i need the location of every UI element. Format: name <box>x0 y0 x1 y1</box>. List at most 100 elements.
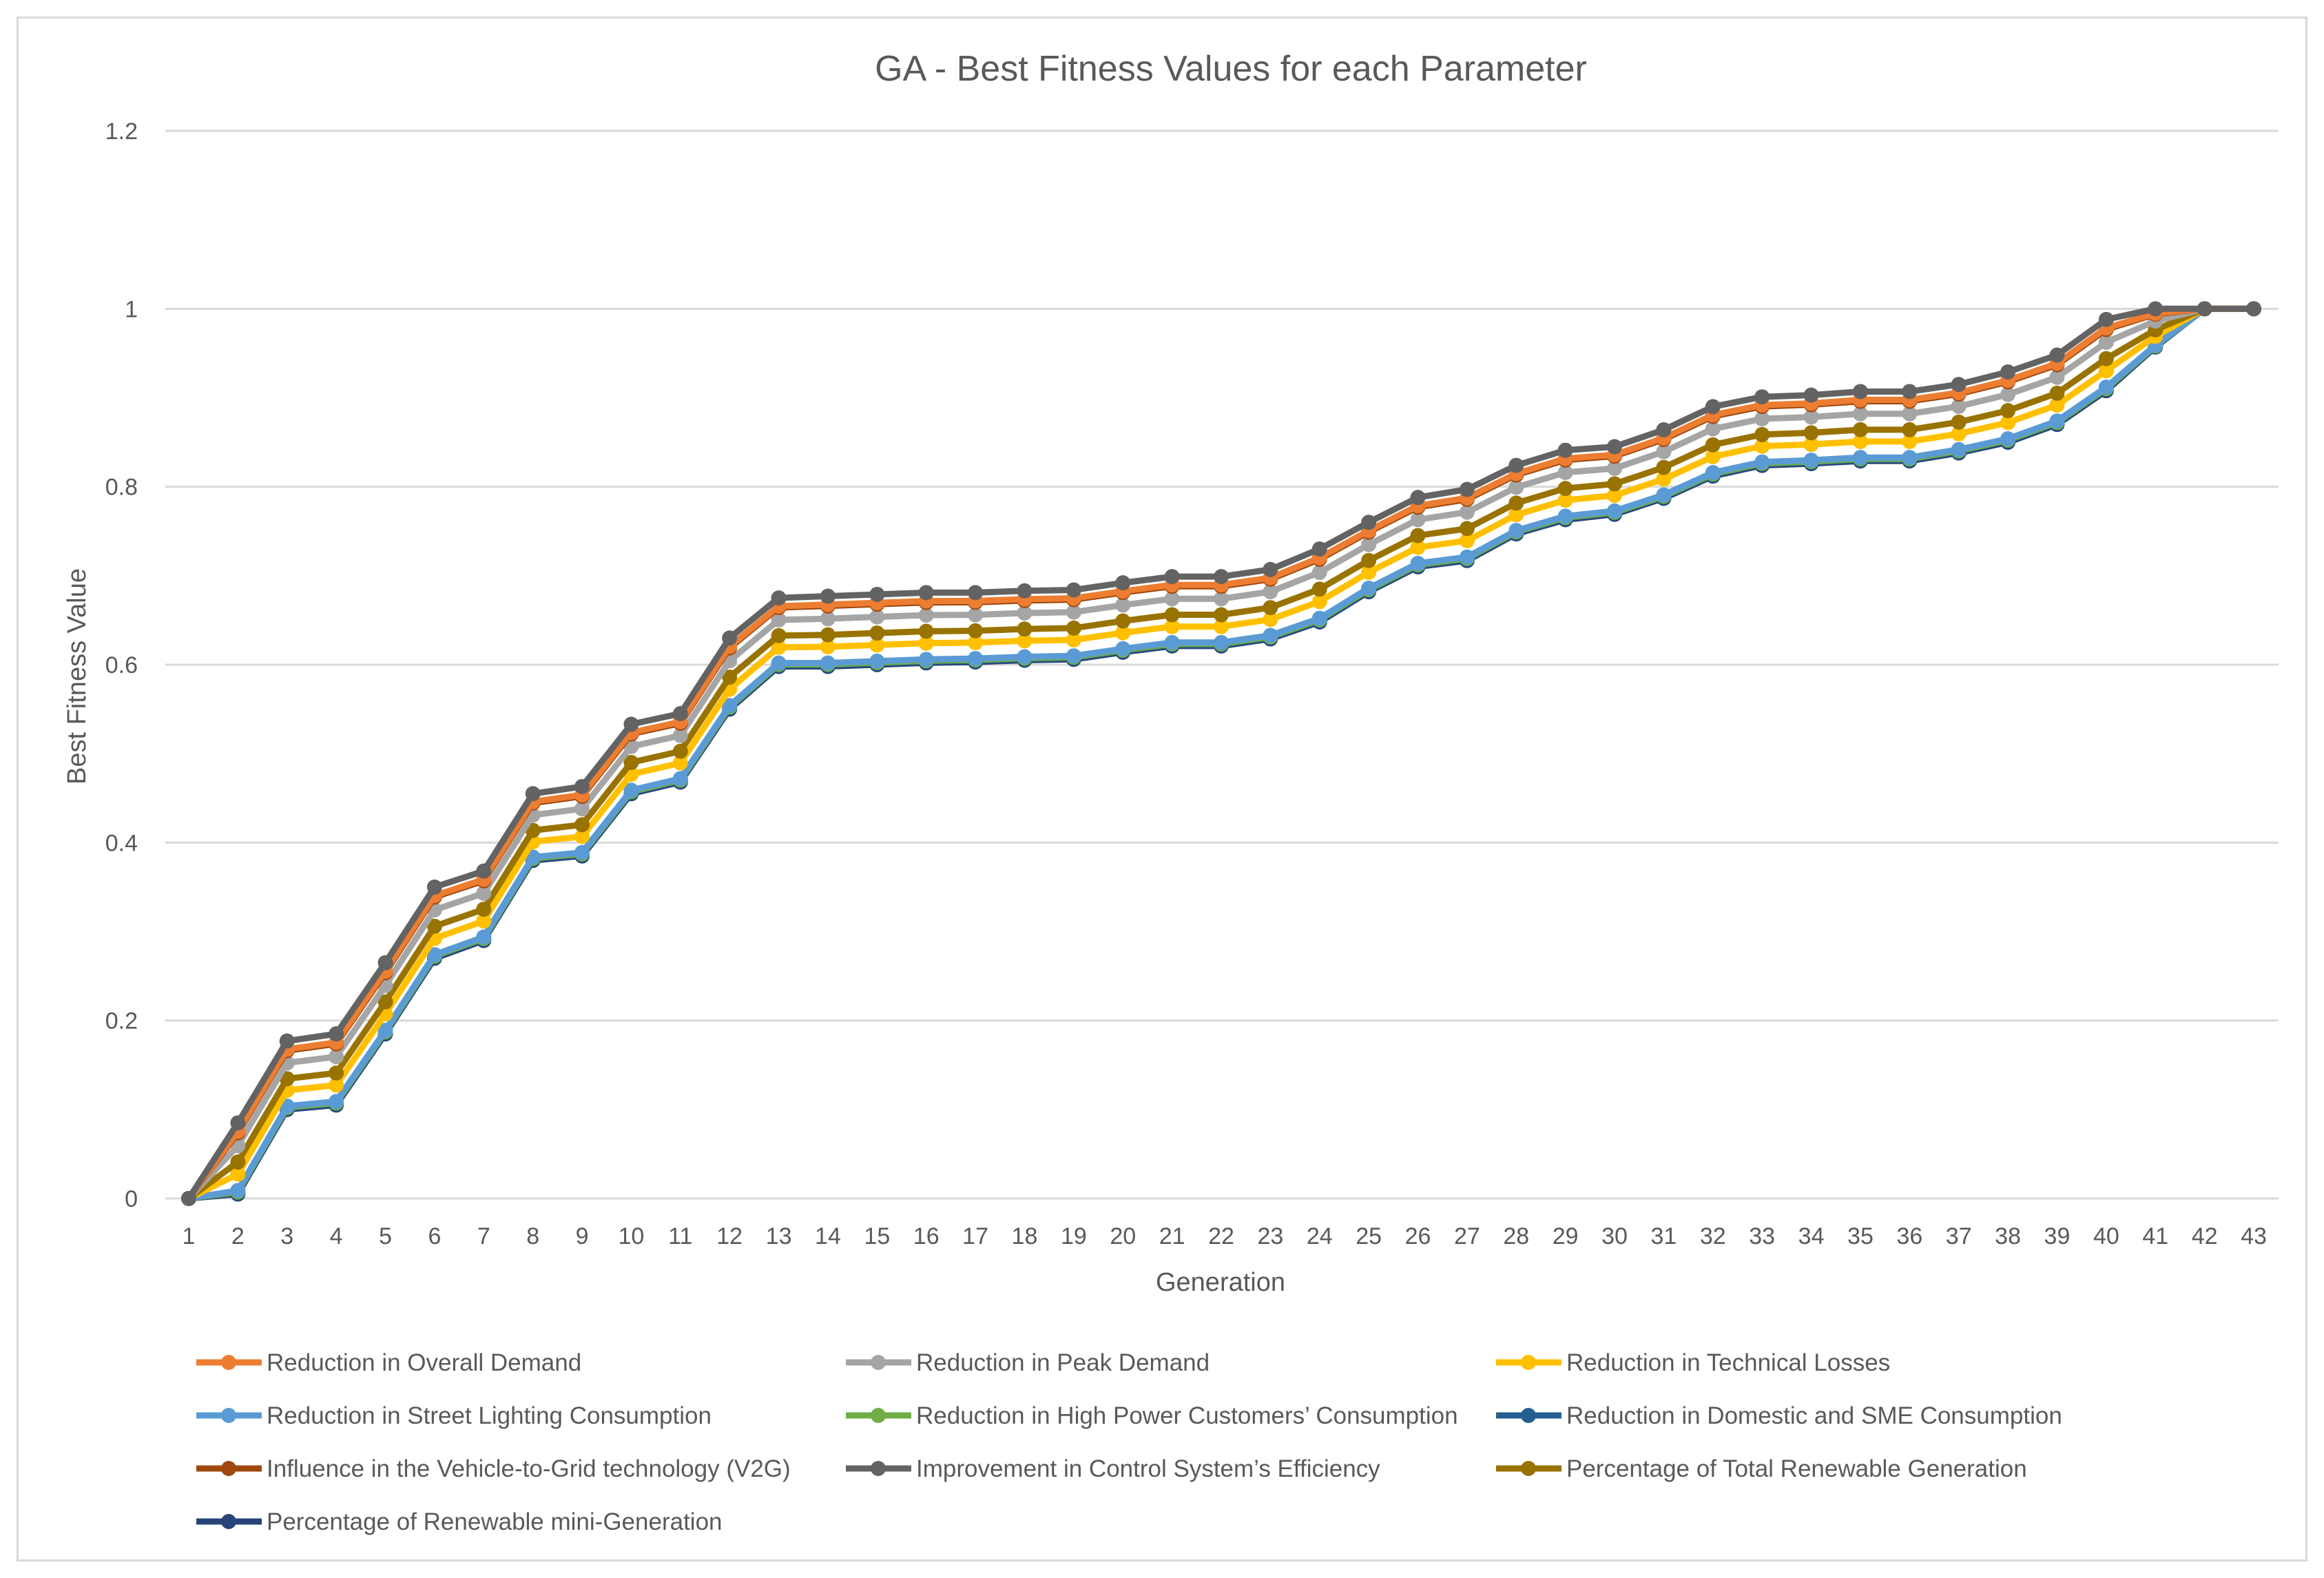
data-point <box>869 637 885 653</box>
data-point <box>1410 539 1426 555</box>
data-point <box>426 947 442 963</box>
chart-frame <box>17 17 2307 1561</box>
data-point <box>1410 490 1426 506</box>
y-tick-label: 0.8 <box>105 475 138 501</box>
x-tick-label: 10 <box>619 1223 645 1249</box>
x-tick-label: 20 <box>1110 1223 1136 1249</box>
x-tick-label: 30 <box>1601 1223 1628 1249</box>
data-point <box>1557 481 1573 497</box>
data-point <box>722 669 738 685</box>
data-point <box>1508 457 1524 473</box>
data-point <box>329 1094 344 1110</box>
x-tick-label: 43 <box>2241 1223 2267 1249</box>
x-axis-ticks: 1 2 3 4 5 6 7 8 9 10 11 12 13 14 15 16 17 18 19 20 21 22 23 24 2… <box>183 1223 2267 1249</box>
x-tick-label: 26 <box>1405 1223 1431 1249</box>
data-point <box>476 929 492 945</box>
data-point <box>377 1022 393 1038</box>
data-point <box>672 771 688 787</box>
data-point <box>869 653 885 669</box>
series-line <box>186 305 2254 1201</box>
legend-item: Improvement in Control System’s Efficien… <box>846 1455 1380 1482</box>
data-point <box>968 634 984 650</box>
data-point <box>2000 403 2016 419</box>
data-point <box>623 754 639 770</box>
x-tick-label: 17 <box>962 1223 988 1249</box>
data-point <box>1214 607 1229 623</box>
data-point <box>1508 523 1524 539</box>
data-point <box>1115 625 1131 641</box>
data-point <box>476 913 492 929</box>
legend-item: Reduction in Street Lighting Consumption <box>196 1402 712 1429</box>
x-tick-label: 22 <box>1208 1223 1234 1249</box>
data-point <box>1754 389 1770 405</box>
x-tick-label: 23 <box>1257 1223 1283 1249</box>
data-point <box>279 1033 295 1049</box>
data-point <box>869 625 885 641</box>
data-point <box>377 955 393 970</box>
data-point <box>1115 641 1131 656</box>
data-point <box>2098 351 2114 366</box>
legend-swatch-marker <box>221 1408 236 1423</box>
data-point <box>476 863 492 879</box>
data-point <box>2049 369 2065 385</box>
data-point <box>1852 384 1868 399</box>
legend-item: Reduction in High Power Customers’ Consu… <box>846 1402 1458 1429</box>
x-tick-label: 34 <box>1798 1223 1825 1249</box>
data-point <box>2098 363 2114 379</box>
data-point <box>1803 453 1819 468</box>
data-point <box>1066 604 1081 620</box>
data-point <box>1607 503 1623 519</box>
data-point <box>1951 377 1967 393</box>
x-tick-label: 38 <box>1995 1223 2021 1249</box>
x-tick-label: 24 <box>1307 1223 1333 1249</box>
data-point <box>525 786 541 802</box>
data-point <box>1705 437 1721 453</box>
legend: Reduction in Overall Demand Reduction in … <box>196 1349 2062 1535</box>
data-point <box>1902 433 1918 449</box>
gridlines <box>165 129 2279 1200</box>
data-point <box>2049 347 2065 363</box>
data-point <box>1017 633 1033 649</box>
data-point <box>1017 605 1033 621</box>
legend-label: Improvement in Control System’s Efficien… <box>916 1455 1380 1482</box>
data-point <box>1705 399 1721 415</box>
data-point <box>2000 364 2016 380</box>
data-point <box>1263 612 1278 627</box>
data-point <box>2000 386 2016 402</box>
data-point <box>476 902 492 917</box>
legend-item: Influence in the Vehicle-to-Grid technol… <box>196 1455 791 1482</box>
data-point <box>1656 422 1672 437</box>
data-point <box>1557 442 1573 458</box>
data-point <box>771 590 787 606</box>
data-point <box>1557 508 1573 524</box>
data-point <box>1164 607 1180 623</box>
data-point <box>1951 426 1967 442</box>
data-point <box>771 627 787 643</box>
legend-label: Percentage of Renewable mini-Generation <box>267 1508 723 1535</box>
data-point <box>1803 387 1819 403</box>
x-tick-label: 6 <box>428 1223 441 1249</box>
data-point <box>1164 619 1180 634</box>
legend-item: Percentage of Total Renewable Generation <box>1496 1455 2027 1482</box>
data-point <box>1902 384 1918 399</box>
data-point <box>2098 380 2114 395</box>
data-point <box>1852 422 1868 437</box>
data-point <box>1754 411 1770 427</box>
data-point <box>2000 415 2016 430</box>
series-line <box>186 305 2254 1201</box>
legend-item: Reduction in Technical Losses <box>1496 1349 1890 1376</box>
data-point <box>918 652 934 667</box>
data-point <box>1852 433 1868 449</box>
legend-label: Reduction in Domestic and SME Consumptio… <box>1566 1402 2062 1429</box>
data-point <box>1115 597 1131 613</box>
data-point <box>623 782 639 798</box>
x-tick-label: 2 <box>231 1223 245 1249</box>
legend-swatch-marker <box>1521 1408 1536 1423</box>
legend-swatch-marker <box>1521 1355 1536 1370</box>
data-point <box>1508 507 1524 523</box>
data-point <box>1066 648 1081 664</box>
data-point <box>1951 414 1967 430</box>
data-point <box>2246 301 2261 317</box>
data-point <box>574 829 590 844</box>
x-tick-label: 4 <box>330 1223 343 1249</box>
